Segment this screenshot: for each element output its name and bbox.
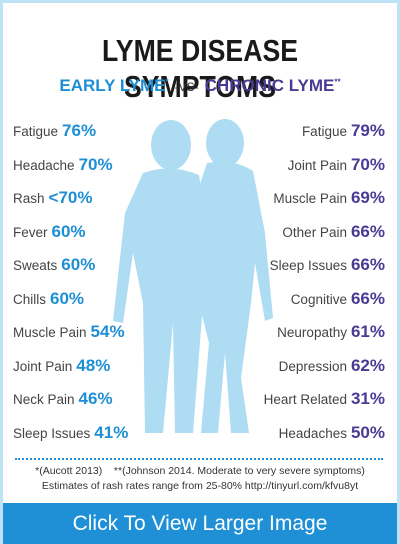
symptom-label: Headaches bbox=[278, 425, 347, 441]
symptom-percent: 69% bbox=[350, 188, 385, 207]
symptom-row: Fatigue 79% bbox=[302, 121, 385, 141]
symptom-row: Sleep Issues 66% bbox=[270, 255, 385, 275]
symptom-percent: 70% bbox=[350, 154, 385, 174]
symptom-row: Other Pain 66% bbox=[282, 222, 385, 242]
symptom-row: Neck Pain 46% bbox=[13, 389, 113, 409]
symptom-percent: 60% bbox=[51, 221, 86, 241]
symptom-label: Muscle Pain bbox=[273, 191, 347, 206]
symptom-row: Neuropathy 61% bbox=[277, 322, 385, 342]
symptom-row: Heart Related 31% bbox=[264, 389, 385, 409]
symptom-row: Sweats 60% bbox=[13, 255, 95, 275]
symptom-row: Headaches 50% bbox=[279, 423, 385, 443]
symptom-row: Joint Pain 48% bbox=[13, 356, 110, 376]
symptom-percent: 46% bbox=[78, 389, 113, 408]
symptom-label: Other Pain bbox=[282, 224, 347, 240]
title: LYME DISEASE SYMPTOMS bbox=[101, 33, 299, 104]
chronic-heading: CHRONIC LYME bbox=[204, 76, 335, 95]
symptom-row: Rash <70% bbox=[13, 188, 92, 208]
footnote: **(Johnson 2014. Moderate to very severe… bbox=[113, 465, 365, 477]
symptom-row: Sleep Issues 41% bbox=[13, 423, 128, 443]
early-heading: EARLY LYME bbox=[59, 76, 166, 95]
symptom-label: Sweats bbox=[13, 258, 58, 273]
symptom-percent: 61% bbox=[350, 322, 385, 341]
symptom-percent: 62% bbox=[350, 355, 385, 375]
symptom-percent: 41% bbox=[94, 422, 129, 442]
symptom-row: Joint Pain 70% bbox=[288, 155, 385, 175]
footnote: Estimates of rash rates range from 25-80… bbox=[41, 480, 359, 492]
symptom-row: Depression 62% bbox=[279, 356, 385, 376]
symptom-label: Muscle Pain bbox=[13, 325, 87, 340]
symptom-label: Joint Pain bbox=[287, 157, 347, 173]
symptom-row: Fever 60% bbox=[13, 222, 86, 242]
symptom-percent: 60% bbox=[61, 255, 96, 274]
symptom-label: Neck Pain bbox=[13, 392, 75, 407]
footnote: *(Aucott 2013) bbox=[35, 465, 103, 477]
symptom-row: Chills 60% bbox=[13, 289, 84, 309]
symptom-percent: 76% bbox=[62, 121, 97, 140]
symptom-label: Fatigue bbox=[13, 124, 59, 139]
symptom-percent: 31% bbox=[350, 389, 385, 408]
symptom-percent: 54% bbox=[90, 322, 125, 341]
symptom-row: Headache 70% bbox=[13, 155, 113, 175]
symptom-percent: 66% bbox=[350, 288, 385, 308]
view-larger-button[interactable]: Click To View Larger Image bbox=[3, 503, 397, 544]
symptom-label: Sleep Issues bbox=[269, 258, 347, 273]
subtitle: EARLY LYME* -VS- CHRONIC LYME** bbox=[3, 76, 397, 96]
footnote-mark: * bbox=[165, 77, 169, 87]
symptom-row: Muscle Pain 69% bbox=[273, 188, 385, 208]
symptom-percent: 79% bbox=[350, 121, 385, 140]
symptom-row: Cognitive 66% bbox=[291, 289, 385, 309]
symptom-percent: 60% bbox=[50, 288, 85, 308]
symptom-percent: 70% bbox=[78, 154, 113, 174]
symptom-label: Fatigue bbox=[301, 124, 347, 139]
symptom-label: Chills bbox=[13, 291, 47, 307]
symptom-percent: <70% bbox=[48, 188, 93, 207]
symptom-label: Neuropathy bbox=[277, 325, 347, 340]
symptom-label: Sleep Issues bbox=[13, 425, 91, 441]
symptom-label: Depression bbox=[278, 358, 347, 374]
symptom-label: Fever bbox=[13, 224, 48, 240]
versus: -VS- bbox=[174, 80, 199, 94]
symptom-label: Headache bbox=[13, 157, 75, 173]
symptom-label: Cognitive bbox=[290, 291, 347, 307]
symptom-percent: 50% bbox=[350, 422, 385, 442]
symptom-label: Heart Related bbox=[263, 392, 347, 407]
symptom-label: Joint Pain bbox=[13, 358, 73, 374]
symptom-percent: 66% bbox=[350, 221, 385, 241]
footnote-mark: ** bbox=[334, 77, 341, 87]
couple-silhouette bbox=[113, 119, 273, 434]
divider bbox=[15, 458, 383, 460]
footnote-line: *(Aucott 2013) **(Johnson 2014. Moderate… bbox=[3, 465, 397, 477]
symptom-percent: 48% bbox=[76, 355, 111, 375]
symptom-percent: 66% bbox=[350, 255, 385, 274]
symptom-label: Rash bbox=[13, 191, 45, 206]
symptom-row: Muscle Pain 54% bbox=[13, 322, 125, 342]
symptom-row: Fatigue 76% bbox=[13, 121, 96, 141]
